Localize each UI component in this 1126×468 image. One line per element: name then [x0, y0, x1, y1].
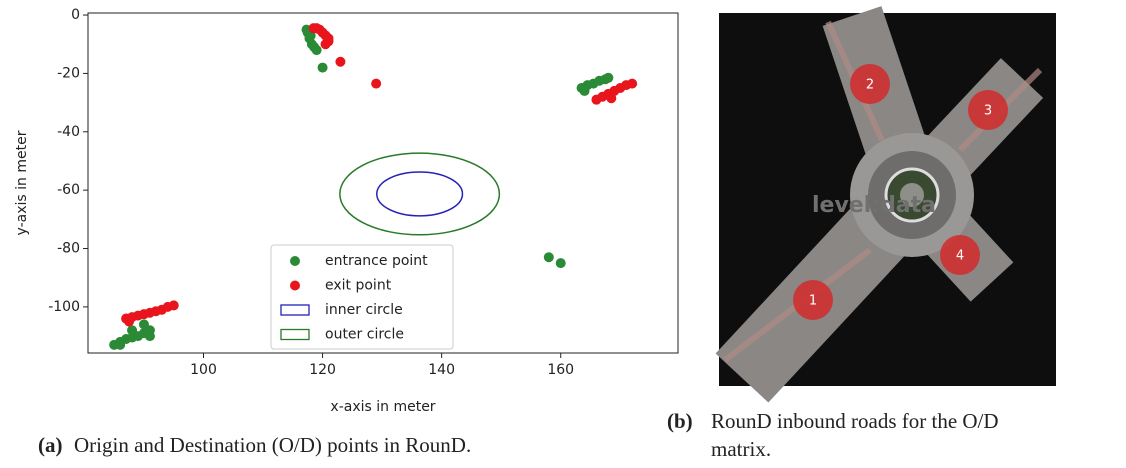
point [543, 252, 554, 263]
marker-label: 2 [866, 78, 874, 93]
caption-label: (a) [38, 433, 63, 457]
legend-marker [280, 304, 310, 316]
caption-text: RounD inbound roads for the O/D [711, 409, 999, 433]
point [603, 72, 614, 83]
x-axis-label: x-axis in meter [330, 399, 435, 415]
legend-label: outer circle [325, 327, 404, 343]
y-tick-label: -100 [48, 299, 80, 315]
point [124, 316, 135, 327]
point [168, 300, 179, 311]
point [371, 78, 382, 89]
legend-marker [290, 280, 300, 291]
caption-text: Origin and Destination (O/D) points in R… [74, 433, 471, 457]
point [144, 331, 155, 342]
shape [375, 171, 464, 217]
legend-label: inner circle [325, 302, 403, 318]
marker-label: 4 [956, 249, 964, 264]
point [606, 93, 617, 104]
point [320, 39, 331, 50]
point [317, 62, 328, 73]
legend-label: exit point [325, 278, 392, 294]
x-tick-label: 120 [309, 362, 336, 378]
aerial-image: level:data 1 2 3 4 [715, 6, 1056, 403]
point [311, 45, 322, 56]
y-tick-label: -80 [57, 241, 80, 257]
y-tick-label: -20 [57, 65, 80, 81]
caption-label: (b) [667, 409, 693, 433]
shape [339, 152, 501, 236]
legend-box [270, 244, 454, 350]
x-tick-label: 100 [190, 362, 217, 378]
caption-text: matrix. [711, 437, 771, 461]
point [555, 258, 566, 269]
y-tick-label: 0 [71, 7, 80, 23]
point [579, 85, 590, 96]
legend-marker [290, 256, 300, 266]
point [138, 319, 149, 330]
point [115, 339, 126, 350]
x-tick-label: 140 [428, 362, 455, 378]
y-axis-label: y-axis in meter [14, 130, 30, 235]
marker-label: 1 [809, 294, 817, 309]
x-tick-label: 160 [547, 362, 574, 378]
point [335, 56, 346, 67]
legend-marker [280, 328, 310, 341]
y-tick-label: -40 [57, 124, 80, 140]
markers: 1 2 3 4 [793, 64, 1008, 320]
point [627, 78, 638, 89]
point [127, 325, 138, 336]
legend-label: entrance point [325, 253, 428, 269]
plot-frame [87, 12, 679, 354]
watermark: level:data [812, 193, 936, 218]
marker-label: 3 [984, 104, 992, 119]
y-tick-label: -60 [57, 182, 80, 198]
